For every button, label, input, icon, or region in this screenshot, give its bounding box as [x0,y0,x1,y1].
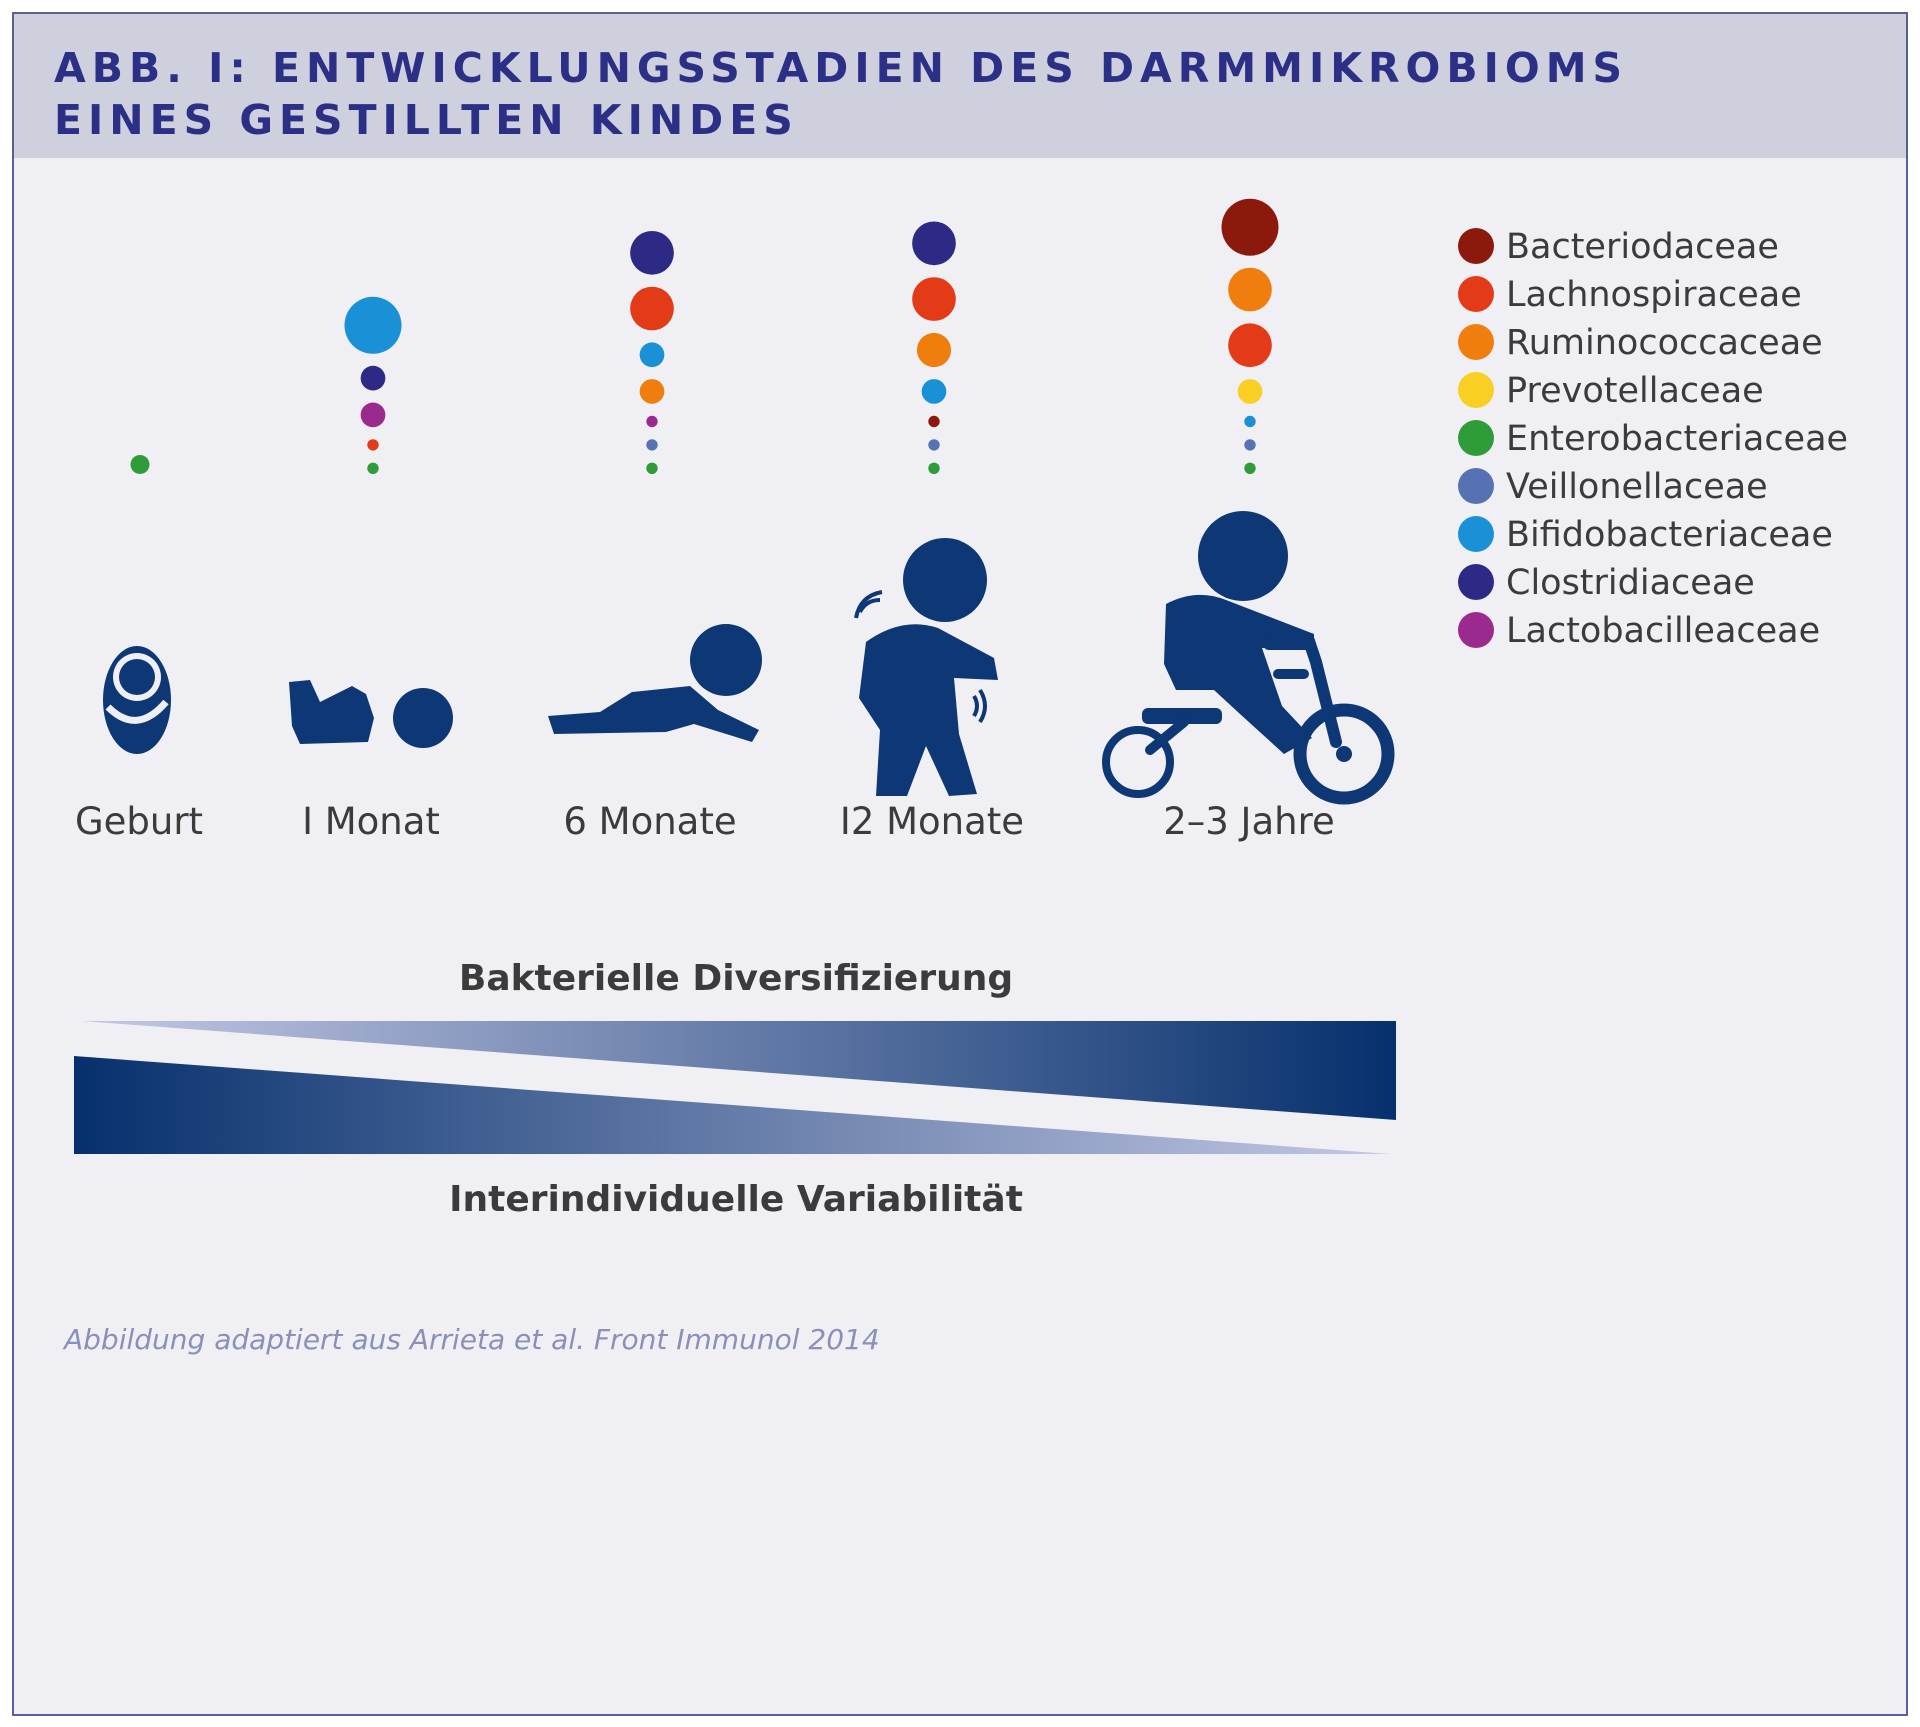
legend: Bacteriodaceae Lachnospiraceae Ruminococca… [1458,227,1848,651]
bubble-bacteriodaceae [928,415,940,428]
bubble-bifidobacteriaceae [1244,415,1256,428]
diversification-label: Bakterielle Diversifizierung [459,958,1013,999]
legend-swatch [1458,324,1494,360]
legend-swatch [1458,420,1494,456]
bubble-enterobacteriaceae [928,462,940,474]
stage-label-12-months: I2 Monate [840,800,1024,843]
legend-swatch [1458,372,1494,408]
legend-label: Clostridiaceae [1506,563,1755,603]
bubble-ruminococcaceae [639,379,665,404]
bubble-clostridiaceae [360,365,386,391]
bubble-enterobacteriaceae [130,455,150,474]
bubble-prevotellaceae [1237,379,1263,404]
legend-label: Bifidobacteriaceae [1506,515,1833,555]
bubble-enterobacteriaceae [1244,462,1256,474]
legend-label: Lactobacilleaceae [1506,611,1820,651]
legend-swatch [1458,612,1494,648]
legend-swatch [1458,516,1494,552]
variability-wedge [74,1056,1390,1154]
figure-header: ABB. I: ENTWICKLUNGSSTADIEN DES DARMMIKR… [14,14,1906,158]
bubble-lactobacilleaceae [646,415,658,428]
legend-label: Enterobacteriaceae [1506,419,1848,459]
bubble-lachnospiraceae [1228,323,1272,368]
bubble-clostridiaceae [912,221,956,266]
legend-label: Ruminococcaceae [1506,323,1823,363]
bubble-lactobacilleaceae [360,402,386,428]
stage-label-2-3-years: 2–3 Jahre [1163,800,1335,843]
toddler-walking-icon [854,538,998,796]
bubble-lachnospiraceae [630,286,674,331]
bubble-enterobacteriaceae [367,462,379,474]
stage-label-1-month: I Monat [302,800,440,843]
figure-title-line-2: EINES GESTILLTEN KINDES [54,96,799,144]
bubble-layer [130,198,1279,474]
bubble-bifidobacteriaceae [639,342,665,368]
diversification-wedge [82,1021,1396,1120]
bubble-veillonellaceae [646,439,658,451]
variability-label: Interindividuelle Variabilität [449,1179,1023,1220]
legend-label: Veillonellaceae [1506,467,1768,507]
bubble-veillonellaceae [928,439,940,451]
diagram-canvas: Geburt I Monat 6 Monate I2 Monate 2–3 Ja… [62,198,1848,1356]
legend-label: Lachnospiraceae [1506,275,1802,315]
bubble-bifidobacteriaceae [344,296,402,354]
source-note: Abbildung adaptiert aus Arrieta et al. F… [62,1323,880,1356]
bubble-bifidobacteriaceae [921,379,947,404]
bubble-clostridiaceae [630,231,674,275]
stage-label-birth: Geburt [75,800,203,843]
legend-swatch [1458,468,1494,504]
legend-label: Prevotellaceae [1506,371,1764,411]
figure-title-line-1: ABB. I: ENTWICKLUNGSSTADIEN DES DARMMIKR… [54,44,1629,92]
legend-swatch [1458,228,1494,264]
bubble-ruminococcaceae [916,332,952,368]
baby-lying-icon [289,680,453,748]
bubble-veillonellaceae [1244,439,1256,451]
bubble-enterobacteriaceae [646,462,658,474]
bubble-lachnospiraceae [367,439,379,451]
bubble-lachnospiraceae [912,277,956,321]
newborn-icon [103,646,171,754]
child-tricycle-icon [1102,511,1395,805]
stage-label-6-months: 6 Monate [563,800,736,843]
legend-swatch [1458,564,1494,600]
figure: ABB. I: ENTWICKLUNGSSTADIEN DES DARMMIKR… [12,12,1908,1716]
bubble-ruminococcaceae [1228,267,1272,312]
bubble-bacteriodaceae [1221,198,1279,256]
baby-crawling-icon [548,624,762,742]
legend-label: Bacteriodaceae [1506,227,1779,267]
legend-swatch [1458,276,1494,312]
